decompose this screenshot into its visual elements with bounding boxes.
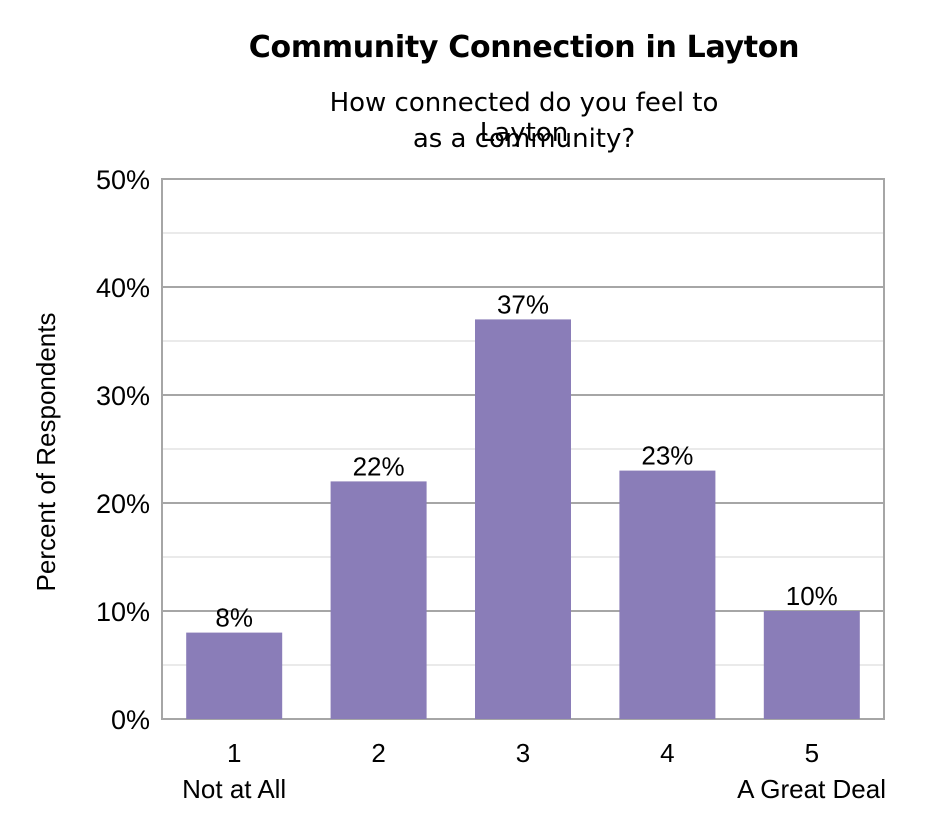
data-label: 8% [215, 603, 253, 633]
x-tick-label: 5 [805, 738, 819, 768]
x-tick-label: 4 [660, 738, 674, 768]
bar-1 [186, 632, 283, 719]
data-label: 23% [641, 441, 693, 471]
x-tick-label: 1 [227, 738, 241, 768]
bar-5 [763, 611, 860, 719]
data-label: 37% [497, 289, 549, 319]
y-tick-label: 30% [96, 381, 150, 411]
bar-2 [330, 481, 427, 719]
y-tick-label: 10% [96, 597, 150, 627]
y-axis-label: Percent of Respondents [31, 313, 61, 592]
bar-layer [186, 319, 860, 719]
chart-title: Community Connection in Layton [248, 30, 800, 65]
y-tick-label: 20% [96, 489, 150, 519]
x-sublabel: Not at All [182, 774, 286, 804]
x-sublabel: A Great Deal [737, 774, 886, 804]
y-tick-label: 40% [96, 273, 150, 303]
bar-3 [475, 319, 571, 719]
data-label: 10% [786, 581, 838, 611]
data-label: 22% [353, 451, 405, 481]
bar-4 [619, 470, 716, 719]
label-layer: 0% 10% 20% 30% 40% 50% 8% 1 Not at All 22% 2 37% 3 23… [96, 165, 886, 804]
x-tick-label: 3 [516, 738, 530, 768]
chart-subtitle-line-1: How connected do you feel to Layton [329, 88, 719, 148]
y-tick-label: 0% [111, 705, 150, 735]
y-tick-label: 50% [96, 165, 150, 195]
x-tick-label: 2 [371, 738, 385, 768]
chart-subtitle-line-2: as a community? [412, 124, 636, 154]
